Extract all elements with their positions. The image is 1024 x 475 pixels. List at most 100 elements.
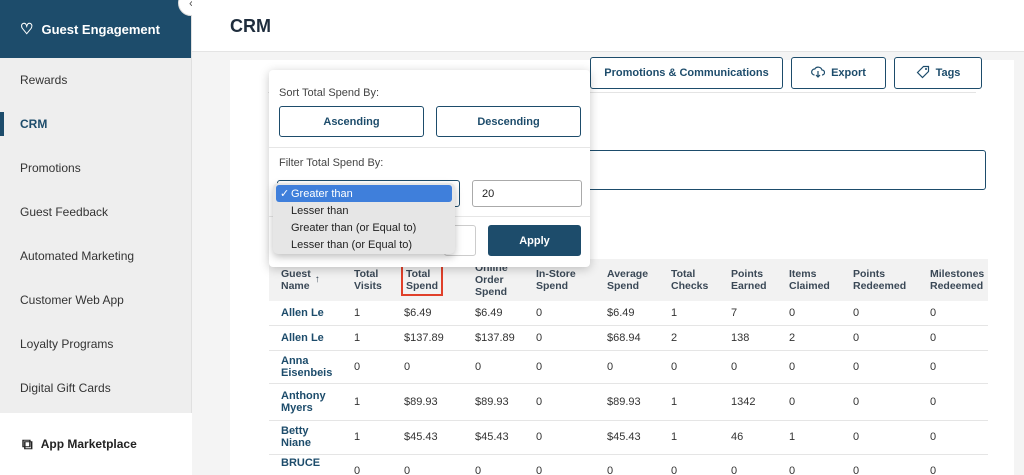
table-cell: $68.94 xyxy=(595,325,659,351)
sidebar-item-loyalty-programs[interactable]: Loyalty Programs xyxy=(0,322,191,366)
sidebar-item-label: Promotions xyxy=(20,161,81,175)
sidebar-item-customer-web-app[interactable]: Customer Web App xyxy=(0,278,191,322)
export-label: Export xyxy=(831,67,866,79)
sort-ascending-icon[interactable]: ↑ xyxy=(314,274,320,285)
table-cell: 0 xyxy=(595,454,659,475)
cloud-download-icon xyxy=(811,66,826,81)
table-cell: 2 xyxy=(777,325,841,351)
table-row[interactable]: Betty Niane 1 $45.43 $45.43 0 $45.43 1 4… xyxy=(269,420,989,455)
divider xyxy=(269,147,590,148)
table-cell: 0 xyxy=(342,350,392,384)
guest-name-text: Anna Eisenbeis xyxy=(281,354,333,379)
header-text: Visits xyxy=(354,280,382,292)
sidebar-item-crm[interactable]: CRM xyxy=(0,102,191,146)
guest-name-link[interactable]: Anthony Myers xyxy=(269,383,342,421)
table-cell: 1 xyxy=(777,420,841,455)
table-cell: 0 xyxy=(524,420,595,455)
table-row[interactable]: Allen Le 1 $6.49 $6.49 0 $6.49 1 7 0 0 0 xyxy=(269,301,989,326)
table-cell: 1 xyxy=(659,420,719,455)
sidebar-item-label: App Marketplace xyxy=(40,437,137,451)
sidebar-item-promotions[interactable]: Promotions xyxy=(0,146,191,190)
promotions-communications-button[interactable]: Promotions & Communications xyxy=(590,57,783,89)
table-cell: 0 xyxy=(342,454,392,475)
sidebar-item-automated-marketing[interactable]: Automated Marketing xyxy=(0,234,191,278)
sidebar-item-app-marketplace[interactable]: ⧉ App Marketplace xyxy=(0,413,192,475)
table-cell: $89.93 xyxy=(392,383,463,421)
table-cell: 0 xyxy=(777,301,841,326)
table-row[interactable]: BRUCE 0 0 0 0 0 0 0 0 0 0 xyxy=(269,454,989,475)
filter-value-input[interactable]: 20 xyxy=(472,180,582,207)
guest-name-link[interactable]: Allen Le xyxy=(269,325,342,351)
descending-label: Descending xyxy=(477,115,540,128)
header-text: Spend xyxy=(406,280,439,292)
table-cell: 0 xyxy=(524,383,595,421)
table-cell: 138 xyxy=(719,325,777,351)
table-cell: 0 xyxy=(918,301,989,326)
option-label: Greater than xyxy=(291,187,353,200)
table-cell: 0 xyxy=(841,301,918,326)
option-greater-than[interactable]: ✓ Greater than xyxy=(276,185,452,202)
header-text: Milestones xyxy=(930,268,985,280)
table-cell: 0 xyxy=(777,454,841,475)
sidebar-header[interactable]: ♡ Guest Engagement xyxy=(0,0,191,58)
table-row[interactable]: Anna Eisenbeis 0 0 0 0 0 0 0 0 0 0 xyxy=(269,350,989,384)
table-cell: 46 xyxy=(719,420,777,455)
option-greater-than-or-equal[interactable]: Greater than (or Equal to) xyxy=(276,219,452,236)
sidebar-item-label: Loyalty Programs xyxy=(20,337,114,351)
sidebar-item-rewards[interactable]: Rewards xyxy=(0,58,191,102)
puzzle-icon: ⧉ xyxy=(22,435,33,453)
tags-button[interactable]: Tags xyxy=(894,57,982,89)
table-cell: 0 xyxy=(841,383,918,421)
option-lesser-than[interactable]: Lesser than xyxy=(276,202,452,219)
sort-descending-button[interactable]: Descending xyxy=(436,106,581,137)
guest-name-link[interactable]: Allen Le xyxy=(269,301,342,326)
sort-filter-popover: Sort Total Spend By: Ascending Descendin… xyxy=(269,70,590,267)
header-text: Total xyxy=(671,268,696,280)
option-label: Greater than (or Equal to) xyxy=(291,221,417,234)
table-cell: 2 xyxy=(659,325,719,351)
table-cell: 0 xyxy=(392,350,463,384)
table-cell: 1 xyxy=(342,301,392,326)
sidebar-item-guest-feedback[interactable]: Guest Feedback xyxy=(0,190,191,234)
table-cell: 0 xyxy=(841,454,918,475)
table-cell: 0 xyxy=(841,325,918,351)
export-button[interactable]: Export xyxy=(791,57,886,89)
apply-button[interactable]: Apply xyxy=(488,225,581,256)
sidebar-item-digital-gift-cards[interactable]: Digital Gift Cards xyxy=(0,366,191,410)
table-cell: $45.43 xyxy=(392,420,463,455)
guest-name-text: Anthony Myers xyxy=(281,389,326,414)
table-row[interactable]: Anthony Myers 1 $89.93 $89.93 0 $89.93 1… xyxy=(269,383,989,421)
header-text: Order xyxy=(475,274,504,286)
col-total-checks[interactable]: Total Checks xyxy=(659,259,719,301)
table-cell: 1 xyxy=(342,325,392,351)
table-cell: 0 xyxy=(524,350,595,384)
col-points-earned[interactable]: Points Earned xyxy=(719,259,777,301)
col-average-spend[interactable]: Average Spend xyxy=(595,259,659,301)
heart-icon: ♡ xyxy=(20,20,34,38)
table-cell: 0 xyxy=(918,454,989,475)
table-row[interactable]: Allen Le 1 $137.89 $137.89 0 $68.94 2 13… xyxy=(269,325,989,351)
filter-label: Filter Total Spend By: xyxy=(279,157,384,169)
table-cell: $137.89 xyxy=(463,325,524,351)
guest-name-link[interactable]: Betty Niane xyxy=(269,420,342,455)
header-text: Redeemed xyxy=(930,280,984,292)
header-text: Redeemed xyxy=(853,280,907,292)
guest-name-link[interactable]: BRUCE xyxy=(269,454,342,475)
header-text: Earned xyxy=(731,280,767,292)
header-text: In-Store xyxy=(536,268,576,280)
guest-name-link[interactable]: Anna Eisenbeis xyxy=(269,350,342,384)
tag-icon xyxy=(916,65,930,82)
sort-label: Sort Total Spend By: xyxy=(279,87,380,99)
col-milestones-redeemed[interactable]: Milestones Redeemed xyxy=(918,259,989,301)
col-points-redeemed[interactable]: Points Redeemed xyxy=(841,259,918,301)
sort-ascending-button[interactable]: Ascending xyxy=(279,106,424,137)
table-cell: 0 xyxy=(524,454,595,475)
apply-label: Apply xyxy=(519,234,550,247)
promotions-communications-label: Promotions & Communications xyxy=(604,67,769,79)
header-text: Total xyxy=(354,268,379,280)
table-cell: 1 xyxy=(342,420,392,455)
option-lesser-than-or-equal[interactable]: Lesser than (or Equal to) xyxy=(276,236,452,253)
table-cell: 0 xyxy=(524,325,595,351)
col-items-claimed[interactable]: Items Claimed xyxy=(777,259,841,301)
table-cell: 7 xyxy=(719,301,777,326)
